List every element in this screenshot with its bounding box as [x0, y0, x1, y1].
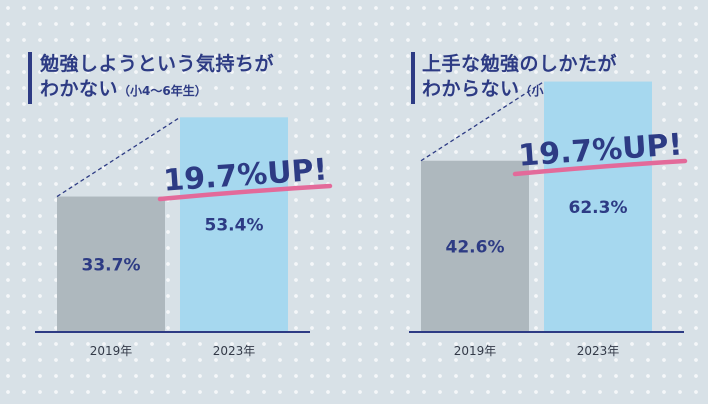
chart-title: 勉強しようという気持ちが わかない（小4〜6年生）: [40, 52, 274, 104]
callout-highlight-stroke: [157, 183, 333, 202]
chart-panel-right: 上手な勉強のしかたが わからない（小4〜6年生） 42.6%2019年62.3%…: [354, 0, 708, 404]
chart-panel-left: 勉強しようという気持ちが わかない（小4〜6年生） 33.7% 2019年 53.4…: [28, 52, 333, 358]
x-tick-label: 2019年: [454, 344, 497, 358]
chart-title-line2: わかない: [40, 78, 119, 100]
callout-highlight-stroke: [512, 158, 688, 177]
bar-2019年: [421, 160, 529, 332]
bar-chart-right: 42.6% 2019年 62.3% 2023年 19.7%UP!: [409, 81, 688, 358]
bar-value-label: 62.3%: [569, 198, 628, 218]
chart-title-line1: 上手な勉強のしかたが: [422, 53, 618, 75]
x-tick-label: 2023年: [213, 344, 256, 358]
chart-title-line1: 勉強しようという気持ちが: [40, 53, 275, 75]
bar-2023年: [180, 117, 288, 332]
title-accent-bar: [411, 52, 415, 104]
increase-connector-line: [420, 81, 545, 162]
x-tick-label: 2019年: [90, 344, 133, 358]
bar-2019年: [57, 196, 165, 332]
increase-callout: 19.7%UP!: [517, 127, 683, 173]
bar-value-label: 33.7%: [82, 255, 141, 275]
increase-connector-line: [56, 116, 181, 198]
x-tick-label: 2023年: [577, 344, 620, 358]
bar-value-label: 42.6%: [446, 237, 505, 257]
title-accent-bar: [28, 52, 32, 104]
bar-2023年: [544, 81, 652, 332]
chart-subtitle: （小4〜6年生）: [118, 84, 207, 98]
bar-value-label: 53.4%: [205, 216, 264, 236]
chart-title-line2: わからない: [422, 78, 520, 100]
